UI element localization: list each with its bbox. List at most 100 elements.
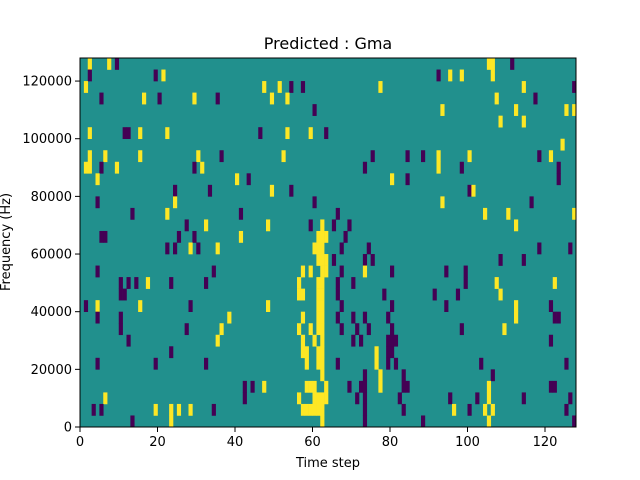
- heatmap-cell: [386, 334, 391, 347]
- heatmap-cell: [188, 242, 193, 255]
- heatmap-cell: [521, 392, 526, 405]
- heatmap-cell: [246, 173, 251, 186]
- heatmap-cell: [572, 415, 577, 428]
- heatmap-cell: [498, 254, 503, 266]
- heatmap-cell: [308, 219, 313, 232]
- heatmap-cell: [312, 392, 317, 405]
- heatmap-cell: [564, 357, 569, 370]
- heatmap-cell: [378, 369, 383, 382]
- heatmap-cell: [95, 357, 100, 370]
- heatmap-cell: [142, 92, 147, 105]
- heatmap-cell: [324, 230, 329, 243]
- heatmap-cell: [552, 380, 557, 393]
- heatmap-cell: [308, 323, 313, 336]
- heatmap-cell: [227, 311, 232, 324]
- heatmap-cell: [130, 207, 135, 220]
- heatmap-cell: [308, 265, 313, 278]
- heatmap-cell: [169, 346, 174, 359]
- heatmap-cell: [498, 115, 503, 128]
- heatmap-cell: [514, 300, 519, 312]
- heatmap-cell: [320, 392, 325, 405]
- heatmap-cell: [390, 323, 395, 336]
- y-tick-label: 0: [64, 421, 72, 436]
- heatmap-cell: [529, 196, 534, 209]
- heatmap-cell: [390, 300, 395, 312]
- heatmap-cell: [83, 81, 89, 93]
- heatmap-cell: [320, 415, 325, 428]
- heatmap-cell: [331, 254, 337, 266]
- heatmap-cell: [184, 323, 189, 336]
- heatmap-cell: [204, 357, 209, 370]
- heatmap-cell: [374, 357, 379, 370]
- heatmap-cell: [494, 277, 499, 289]
- heatmap-cell: [436, 69, 441, 82]
- heatmap-cell: [320, 300, 325, 312]
- heatmap-cell: [83, 300, 89, 312]
- heatmap-cell: [266, 219, 271, 232]
- heatmap-cell: [134, 277, 139, 289]
- heatmap-cell: [486, 58, 492, 70]
- heatmap-cell: [521, 81, 526, 93]
- heatmap-cell: [471, 184, 476, 197]
- heatmap-cell: [99, 92, 104, 105]
- heatmap-cell: [126, 334, 131, 347]
- heatmap-cell: [405, 380, 410, 393]
- heatmap-cell: [316, 323, 321, 336]
- heatmap-cell: [196, 242, 201, 255]
- heatmap-cell: [355, 392, 360, 405]
- heatmap-cell: [297, 288, 302, 301]
- heatmap-cell: [390, 265, 395, 278]
- heatmap-cell: [316, 277, 321, 289]
- x-axis-title: Time step: [295, 456, 360, 471]
- heatmap-cell: [266, 300, 271, 312]
- heatmap-cell: [300, 311, 306, 324]
- heatmap-cell: [304, 357, 309, 370]
- heatmap-cell: [215, 334, 220, 347]
- heatmap-cell: [401, 369, 406, 382]
- heatmap-cell: [304, 346, 309, 359]
- heatmap-cell: [103, 150, 108, 163]
- heatmap-cell: [300, 334, 306, 347]
- heatmap-cell: [556, 173, 561, 186]
- heatmap-cell: [568, 392, 573, 405]
- heatmap-cell: [339, 265, 344, 278]
- heatmap-cell: [320, 219, 325, 232]
- heatmap-cell: [153, 403, 158, 416]
- heatmap-cell: [87, 161, 92, 174]
- heatmap-cell: [475, 392, 480, 405]
- x-tick-label: 100: [455, 435, 480, 450]
- heatmap-cell: [405, 173, 410, 186]
- heatmap-cell: [308, 403, 313, 416]
- heatmap-cell: [459, 69, 464, 82]
- heatmap-cell: [362, 161, 368, 174]
- heatmap-cell: [362, 254, 368, 266]
- heatmap-cell: [572, 81, 577, 93]
- heatmap-cell: [192, 161, 197, 174]
- heatmap-cell: [320, 346, 325, 359]
- heatmap-cell: [192, 230, 197, 243]
- heatmap-cell: [250, 380, 255, 393]
- heatmap-cell: [269, 184, 275, 197]
- heatmap-cell: [486, 392, 492, 405]
- heatmap-cell: [370, 150, 375, 163]
- heatmap-cell: [335, 311, 340, 324]
- plot-frame: [79, 57, 577, 428]
- heatmap-cell: [436, 150, 441, 163]
- heatmap-cell: [521, 115, 526, 128]
- heatmap-cell: [316, 357, 321, 370]
- heatmap-cell: [362, 265, 368, 278]
- heatmap-cell: [320, 242, 325, 255]
- heatmap-cell: [486, 380, 492, 393]
- heatmap-cell: [320, 254, 325, 266]
- heatmap-cell: [455, 288, 461, 301]
- heatmap-cell: [95, 265, 100, 278]
- heatmap-cell: [320, 334, 325, 347]
- heatmap-cell: [324, 254, 329, 266]
- heatmap-cell: [165, 127, 170, 140]
- heatmap-cell: [188, 300, 193, 312]
- heatmap-cell: [572, 104, 577, 116]
- heatmap-cell: [130, 415, 135, 428]
- heatmap-cell: [192, 92, 197, 105]
- heatmap-cell: [297, 392, 302, 405]
- y-axis-title: Frequency (Hz): [0, 193, 14, 291]
